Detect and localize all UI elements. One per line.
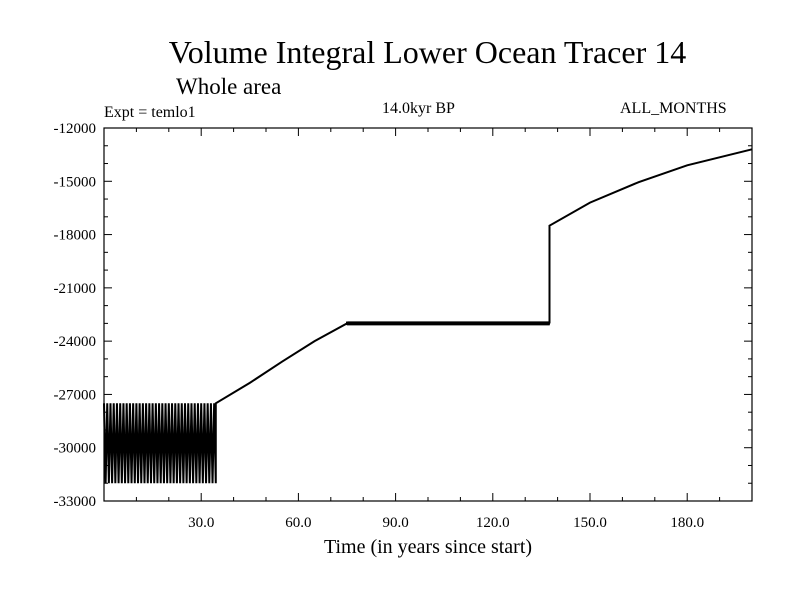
- y-tick-label: -27000: [54, 387, 97, 403]
- x-tick-label: 150.0: [573, 515, 607, 531]
- x-tick-label: 120.0: [476, 515, 510, 531]
- y-tick-label: -30000: [54, 441, 97, 457]
- x-tick-label: 60.0: [285, 515, 311, 531]
- chart-subtitle: Whole area: [176, 74, 282, 99]
- months-label: ALL_MONTHS: [620, 100, 727, 117]
- series-line: [103, 148, 753, 484]
- period-label: 14.0kyr BP: [382, 100, 455, 117]
- y-tick-label: -12000: [54, 121, 97, 137]
- axis-ticks: [104, 128, 752, 501]
- y-tick-label: -18000: [54, 228, 97, 244]
- x-axis-label: Time (in years since start): [324, 536, 532, 558]
- y-tick-label: -21000: [54, 281, 97, 297]
- experiment-label: Expt = temlo1: [104, 104, 196, 121]
- x-tick-label: 90.0: [382, 515, 408, 531]
- tick-labels: 30.0 60.0 90.0 120.0 150.0 180.0 -33000 -30000 -…: [54, 121, 705, 531]
- y-tick-label: -15000: [54, 174, 97, 190]
- y-tick-label: -24000: [54, 334, 97, 350]
- chart-title: Volume Integral Lower Ocean Tracer 14: [168, 34, 687, 70]
- x-tick-label: 30.0: [188, 515, 214, 531]
- x-tick-label: 180.0: [670, 515, 704, 531]
- y-tick-label: -33000: [54, 494, 97, 510]
